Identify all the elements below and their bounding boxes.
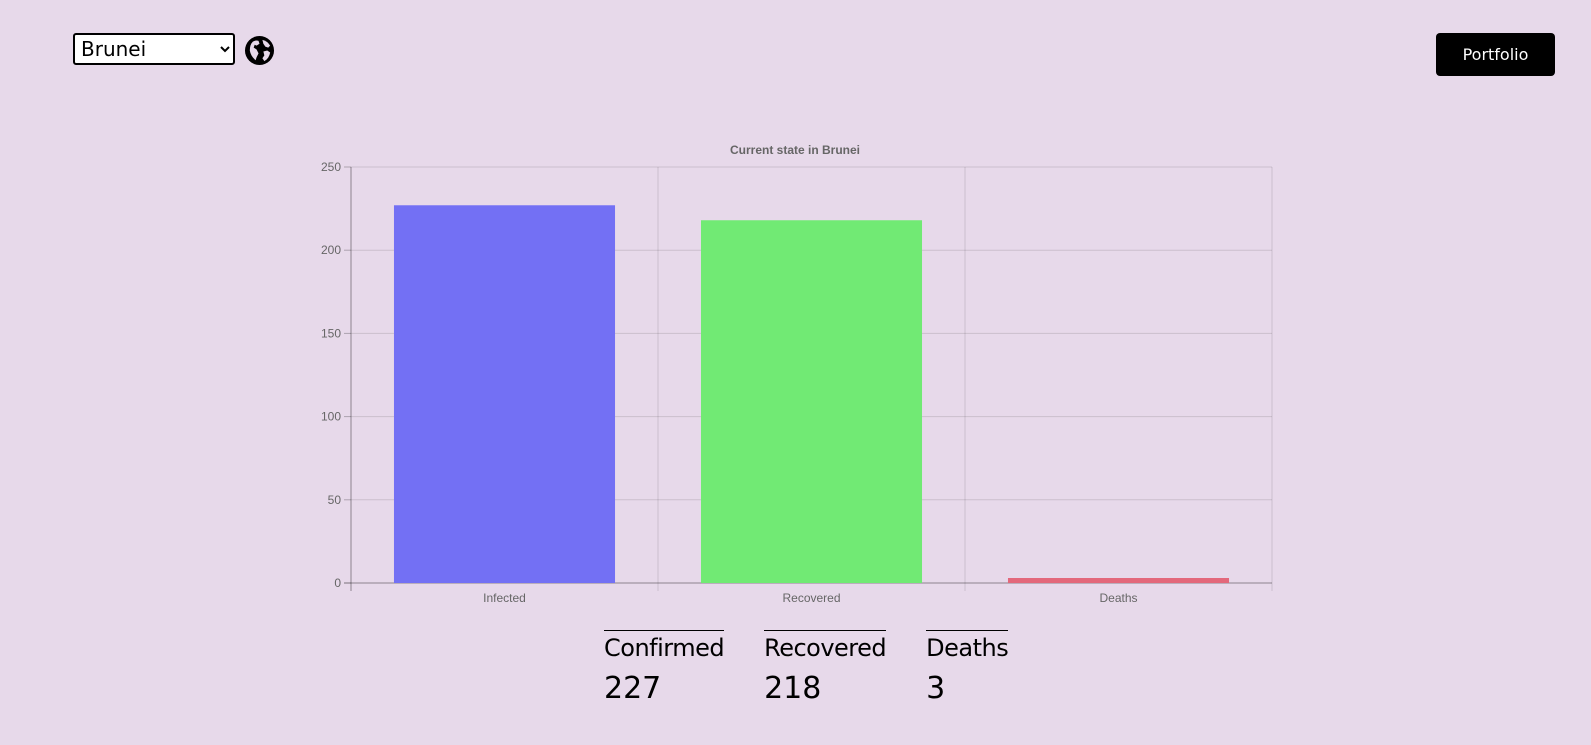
stat-confirmed-label: Confirmed [604, 634, 725, 662]
stats-panel: Confirmed 227 Recovered 218 Deaths 3 [604, 630, 1009, 709]
stat-recovered: Recovered 218 [764, 630, 887, 709]
y-tick-label: 250 [321, 160, 341, 174]
y-tick-label: 50 [328, 493, 342, 507]
bar-chart: Current state in Brunei 0 50 100 150 200 250 I… [321, 143, 1273, 605]
stat-confirmed: Confirmed 227 [604, 630, 725, 709]
bar-deaths [1007, 578, 1230, 583]
y-tick-label: 150 [321, 326, 341, 340]
x-tick-label: Recovered [782, 591, 840, 605]
bar-infected [393, 205, 616, 583]
y-tick-label: 200 [321, 243, 341, 257]
stat-recovered-label: Recovered [764, 634, 887, 662]
country-select[interactable]: Brunei [73, 33, 235, 65]
stat-deaths: Deaths 3 [926, 630, 1009, 709]
chart-title: Current state in Brunei [730, 143, 860, 157]
x-tick-label: Infected [483, 591, 526, 605]
y-tick-label: 100 [321, 410, 341, 424]
stat-recovered-value: 218 [764, 671, 822, 706]
globe-icon [244, 35, 275, 66]
portfolio-button[interactable]: Portfolio [1436, 33, 1555, 76]
stat-confirmed-value: 227 [604, 671, 662, 706]
stat-deaths-label: Deaths [926, 634, 1009, 662]
stat-deaths-value: 3 [926, 671, 946, 706]
bar-recovered [700, 220, 923, 584]
y-tick-label: 0 [334, 576, 341, 590]
x-tick-label: Deaths [1099, 591, 1137, 605]
